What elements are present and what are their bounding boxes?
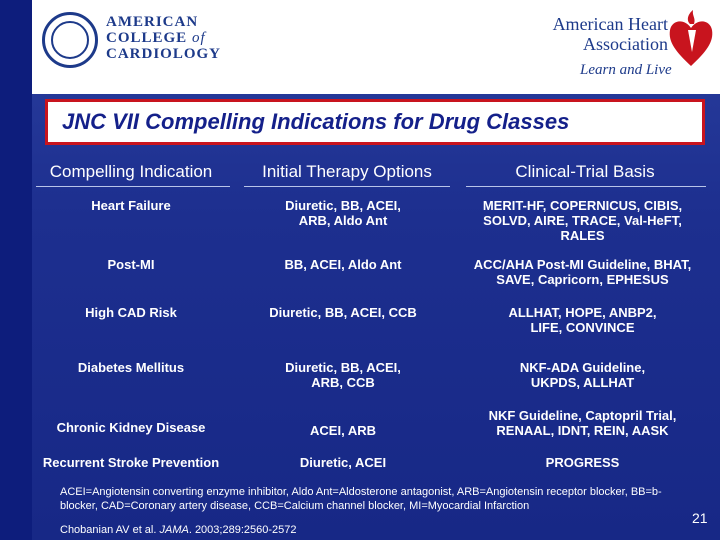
therapy-cell: ACEI, ARB — [310, 423, 376, 438]
therapy-cell: Diuretic, BB, ACEI, ARB, CCB — [285, 360, 401, 390]
citation-journal: JAMA — [159, 524, 189, 536]
aha-line-2: Association — [583, 34, 668, 54]
acc-line-2: COLLEGE — [106, 30, 188, 46]
citation-details: . 2003;289:2560-2572 — [188, 524, 297, 536]
citation: Chobanian AV et al. JAMA. 2003;289:2560-… — [60, 524, 296, 536]
slide-title: JNC VII Compelling Indications for Drug … — [62, 109, 570, 134]
indication-cell: Diabetes Mellitus — [77, 360, 185, 375]
aha-line-1: American Heart — [552, 14, 668, 34]
column-header-indication: Compelling Indication — [49, 162, 213, 181]
header-rule — [36, 186, 230, 187]
indication-cell: Recurrent Stroke Prevention — [42, 455, 220, 470]
title-box: JNC VII Compelling Indications for Drug … — [45, 99, 705, 145]
aha-tagline: Learn and Live — [580, 62, 672, 78]
aha-logo-text: American Heart Association — [538, 14, 668, 54]
therapy-cell: Diuretic, BB, ACEI, CCB — [269, 305, 417, 320]
therapy-cell: Diuretic, BB, ACEI, ARB, Aldo Ant — [285, 198, 401, 228]
therapy-cell: Diuretic, ACEI — [299, 455, 387, 470]
acc-seal-logo — [42, 12, 98, 68]
trials-cell: ALLHAT, HOPE, ANBP2, LIFE, CONVINCE — [508, 305, 657, 335]
indication-cell: Chronic Kidney Disease — [56, 420, 206, 435]
trials-cell: PROGRESS — [545, 455, 620, 470]
page-number: 21 — [692, 510, 708, 526]
abbreviation-footnote: ACEI=Angiotensin converting enzyme inhib… — [60, 486, 662, 512]
sidebar-band — [0, 0, 32, 540]
indication-cell: High CAD Risk — [85, 305, 177, 320]
acc-line-1: AMERICAN — [106, 14, 199, 30]
indication-cell: Heart Failure — [91, 198, 171, 213]
acc-logo-text: AMERICAN COLLEGE of CARDIOLOGY — [106, 14, 221, 62]
acc-of: of — [191, 30, 206, 46]
header-rule — [466, 186, 706, 187]
therapy-cell: BB, ACEI, Aldo Ant — [284, 257, 402, 272]
trials-cell: NKF-ADA Guideline, UKPDS, ALLHAT — [519, 360, 646, 390]
header-band — [0, 0, 720, 94]
header-rule — [244, 186, 450, 187]
acc-line-3: CARDIOLOGY — [106, 46, 222, 62]
column-header-trials: Clinical-Trial Basis — [515, 162, 655, 181]
trials-cell: NKF Guideline, Captopril Trial, RENAAL, … — [488, 408, 677, 438]
heart-torch-icon — [669, 10, 713, 66]
column-header-therapy: Initial Therapy Options — [262, 162, 432, 181]
citation-authors: Chobanian AV et al. — [60, 524, 160, 536]
indication-cell: Post-MI — [107, 257, 155, 272]
trials-cell: MERIT-HF, COPERNICUS, CIBIS, SOLVD, AIRE… — [482, 198, 683, 243]
trials-cell: ACC/AHA Post-MI Guideline, BHAT, SAVE, C… — [473, 257, 692, 287]
